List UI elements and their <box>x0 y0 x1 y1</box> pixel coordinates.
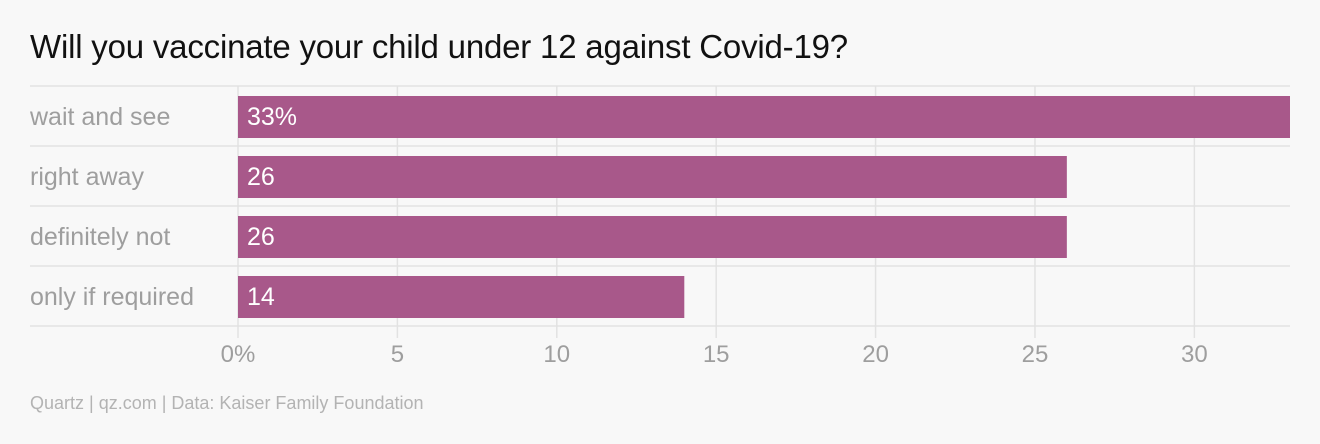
category-label-3: only if required <box>30 283 194 311</box>
x-tick-label-1: 5 <box>391 341 404 368</box>
bar-0 <box>238 96 1290 138</box>
bar-1 <box>238 156 1067 198</box>
value-labels: 33% 26 26 14 <box>247 103 297 311</box>
chart-title: Will you vaccinate your child under 12 a… <box>30 28 848 65</box>
x-tick-label-2: 10 <box>543 341 570 368</box>
x-axis-ticks: 0% 5 10 15 20 25 30 <box>221 341 1208 368</box>
category-label-0: wait and see <box>29 103 170 131</box>
row-separators <box>30 85 1290 327</box>
category-labels: wait and see right away definitely not only… <box>29 103 194 311</box>
bars <box>238 96 1290 318</box>
value-label-2: 26 <box>247 223 275 251</box>
value-label-0: 33% <box>247 103 297 131</box>
x-tick-label-0: 0% <box>221 341 256 368</box>
value-label-1: 26 <box>247 163 275 191</box>
x-tick-label-4: 20 <box>862 341 889 368</box>
x-tick-label-6: 30 <box>1181 341 1208 368</box>
category-label-2: definitely not <box>30 223 170 251</box>
category-label-1: right away <box>30 163 144 191</box>
x-tick-label-5: 25 <box>1022 341 1049 368</box>
bar-3 <box>238 276 685 318</box>
x-tick-label-3: 15 <box>703 341 730 368</box>
bar-2 <box>238 216 1067 258</box>
source-note: Quartz | qz.com | Data: Kaiser Family Fo… <box>30 393 424 413</box>
value-label-3: 14 <box>247 283 275 311</box>
